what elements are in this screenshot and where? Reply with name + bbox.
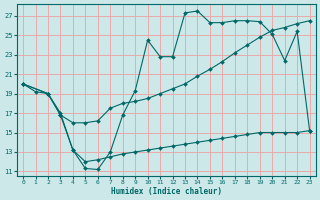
X-axis label: Humidex (Indice chaleur): Humidex (Indice chaleur) (111, 187, 222, 196)
